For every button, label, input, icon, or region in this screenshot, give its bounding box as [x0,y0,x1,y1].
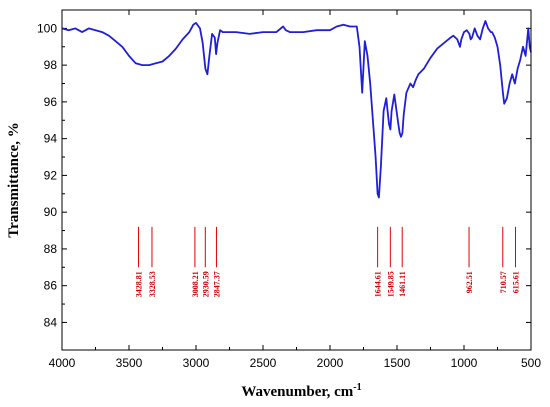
peak-label: 3328.53 [148,271,157,297]
peak-markers: 3428.81 3328.53 3008.21 2930.59 2847.37 1644.… [135,226,521,297]
peak-label: 615.61 [512,271,521,293]
y-tick-label: 90 [44,205,58,219]
x-tick-label: 3500 [116,356,143,370]
y-axis-ticks: 84 86 88 90 92 94 96 98 100 [37,21,531,329]
peak-label: 1461.11 [398,271,407,297]
peak-label: 2847.37 [212,271,221,297]
x-tick-label: 3000 [183,356,210,370]
peak-label: 1644.61 [374,271,383,297]
x-axis-title: Wavenumber, cm-1 [241,382,361,400]
x-tick-label: 1000 [451,356,478,370]
x-tick-label: 2000 [317,356,344,370]
x-tick-label: 2500 [250,356,277,370]
y-tick-label: 100 [37,21,57,35]
y-tick-label: 96 [44,95,58,109]
y-tick-label: 86 [44,279,58,293]
y-tick-label: 88 [44,242,58,256]
y-axis-title: Transmittance, % [6,122,22,238]
x-tick-label: 4000 [49,356,76,370]
x-tick-label: 500 [521,356,541,370]
y-tick-label: 98 [44,58,58,72]
x-axis-title-text: Wavenumber, cm [241,384,353,400]
peak-label: 3428.81 [135,271,144,297]
y-tick-label: 92 [44,168,58,182]
peak-label: 710.57 [499,271,508,293]
peak-label: 2930.59 [201,271,210,297]
peak-label: 1549.85 [386,271,395,297]
peak-label: 962.51 [465,271,474,293]
y-tick-label: 84 [44,315,58,329]
plot-frame [61,9,532,351]
x-axis-title-superscript: -1 [353,382,361,393]
spectrum-line [61,20,532,199]
x-tick-label: 1500 [384,356,411,370]
x-axis-ticks: 4000 3500 3000 2500 2000 1500 1000 500 [49,10,541,370]
y-tick-label: 94 [44,132,58,146]
peak-label: 3008.21 [191,271,200,297]
